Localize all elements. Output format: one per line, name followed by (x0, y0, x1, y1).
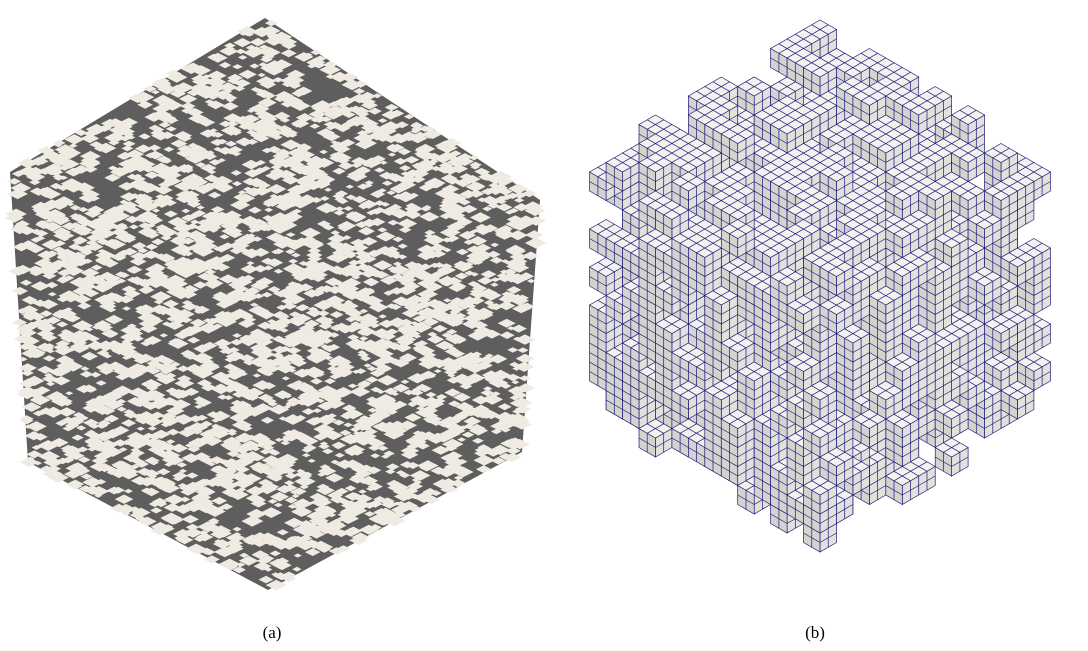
caption-b: (b) (805, 623, 825, 642)
panel-a-render (5, 18, 547, 590)
panel-b-render (590, 20, 1051, 552)
figure: (a) (b) (0, 0, 1088, 651)
caption-a: (a) (263, 623, 282, 642)
page: (a) (b) (() => { const data = JSON.parse… (0, 0, 1088, 651)
